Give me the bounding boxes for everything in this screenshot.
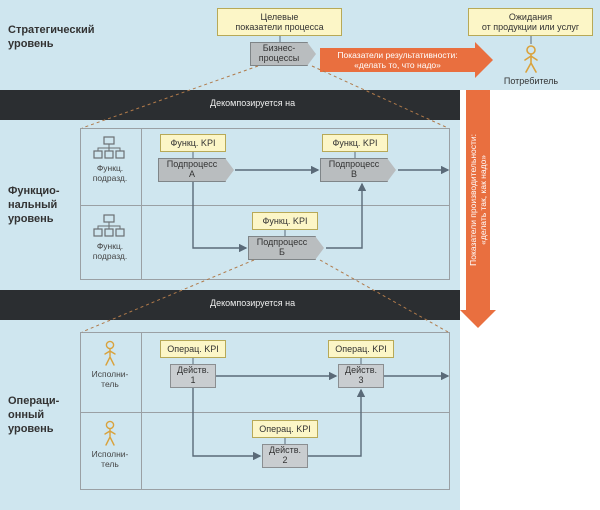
arrow-result-text: Показатели результативности: «делать то,… — [337, 50, 457, 70]
decomp-label-1: Декомпозируется на — [210, 98, 295, 108]
org-icon-1 — [92, 136, 126, 165]
arrow-result: Показатели результативности: «делать то,… — [320, 48, 475, 72]
decomp-label-2: Декомпозируется на — [210, 298, 295, 308]
consumer-icon — [518, 44, 544, 79]
kpi-op-2: Операц. KPI — [252, 420, 318, 438]
box-targets: Целевые показатели процесса — [217, 8, 342, 36]
chevron-sub-b: Подпроцесс Б — [248, 236, 316, 260]
unit-label-1: Функц. подразд. — [86, 164, 134, 184]
chevron-sub-v: Подпроцесс В — [320, 158, 388, 182]
level-label-strategic: Стратегический уровень — [8, 24, 95, 52]
arrow-perf: Показатели производительности: «делать т… — [466, 90, 490, 310]
kpi-func-a: Функц. KPI — [160, 134, 226, 152]
arrow-perf-text: Показатели производительности: «делать т… — [468, 134, 488, 266]
label-consumer: Потребитель — [500, 76, 562, 86]
unit-label-2: Функц. подразд. — [86, 242, 134, 262]
rect-act-1: Действ. 1 — [170, 364, 216, 388]
rect-act-3: Действ. 3 — [338, 364, 384, 388]
kpi-func-b: Функц. KPI — [252, 212, 318, 230]
diagram-stage: Стратегический уровень Функцио- нальный … — [0, 0, 600, 510]
box-expectations: Ожидания от продукции или услуг — [468, 8, 593, 36]
kpi-op-3: Операц. KPI — [328, 340, 394, 358]
chevron-biz-processes: Бизнес- процессы — [250, 42, 308, 66]
level-label-operational: Операци- онный уровень — [8, 395, 59, 436]
level-label-functional: Функцио- нальный уровень — [8, 185, 60, 226]
kpi-func-v: Функц. KPI — [322, 134, 388, 152]
org-icon-2 — [92, 214, 126, 243]
performer-label-1: Исполни- тель — [88, 370, 132, 390]
performer-label-2: Исполни- тель — [88, 450, 132, 470]
kpi-op-1: Операц. KPI — [160, 340, 226, 358]
rect-act-2: Действ. 2 — [262, 444, 308, 468]
chevron-sub-a: Подпроцесс А — [158, 158, 226, 182]
